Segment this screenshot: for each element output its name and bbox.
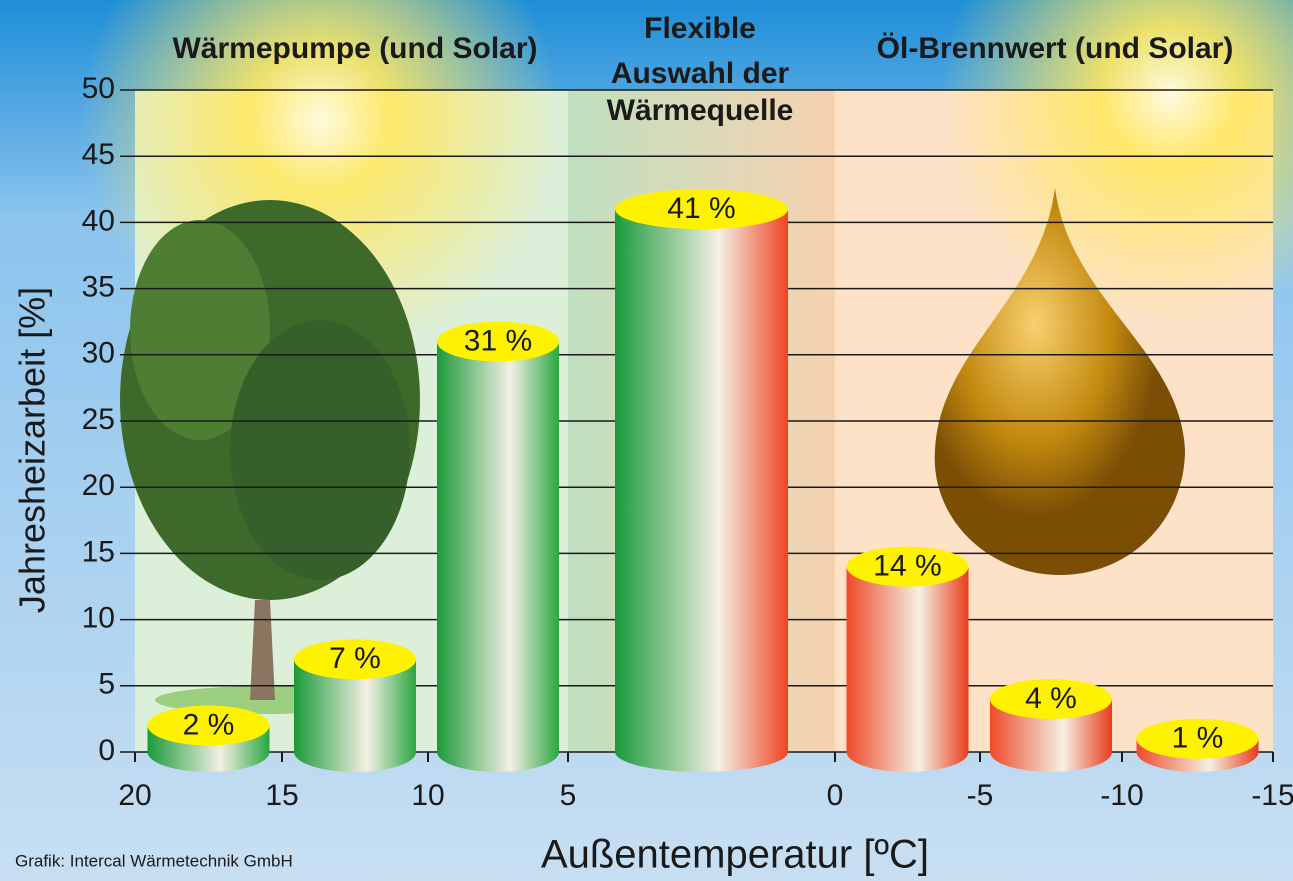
y-tick-label: 35 (82, 271, 115, 304)
bar (437, 342, 559, 752)
x-tick-label: 10 (411, 779, 444, 812)
bar (615, 209, 788, 752)
region-header: Öl-Brennwert (und Solar) (877, 32, 1234, 65)
bar-group: 31 % (437, 322, 559, 772)
value-label: 41 % (667, 192, 735, 225)
bar (847, 567, 969, 752)
x-axis-title: Außentemperatur [ºC] (541, 833, 929, 877)
x-tick-label: 20 (118, 779, 151, 812)
y-tick-label: 40 (82, 204, 115, 237)
x-tick-label: 0 (827, 779, 844, 812)
value-label: 31 % (464, 324, 532, 357)
value-label: 2 % (183, 708, 235, 741)
y-axis-title: Jahresheizarbeit [%] (12, 287, 53, 613)
value-label: 4 % (1025, 682, 1077, 715)
region-header: Auswahl der (611, 57, 790, 90)
bar-group: 41 % (615, 189, 788, 772)
y-tick-label: 20 (82, 469, 115, 502)
region-header: Wärmepumpe (und Solar) (172, 32, 537, 65)
y-tick-label: 45 (82, 138, 115, 171)
bar-group: 4 % (990, 679, 1112, 772)
x-tick-label: 5 (560, 779, 577, 812)
y-tick-label: 15 (82, 535, 115, 568)
page: 2 % 7 % 31 % 41 % 14 % 4 % 1 % Jahresheizarbei… (0, 0, 1293, 881)
bar-group: 1 % (1137, 719, 1259, 772)
x-tick-label: -15 (1251, 779, 1293, 812)
value-label: 7 % (329, 642, 381, 675)
y-tick-label: 5 (98, 668, 115, 701)
y-tick-label: 0 (98, 734, 115, 767)
x-tick-label: -5 (967, 779, 994, 812)
y-tick-label: 30 (82, 337, 115, 370)
value-label: 14 % (873, 550, 941, 583)
region-header: Wärmequelle (607, 94, 794, 127)
x-tick-label: -10 (1100, 779, 1143, 812)
y-tick-label: 25 (82, 403, 115, 436)
y-tick-label: 50 (82, 72, 115, 105)
chart: 2 % 7 % 31 % 41 % 14 % 4 % 1 % Jahresheizarbei… (0, 0, 1293, 881)
bar-group: 2 % (148, 706, 270, 772)
x-tick-label: 15 (265, 779, 298, 812)
source: Grafik: Intercal Wärmetechnik GmbH (15, 851, 293, 870)
region-header: Flexible (644, 12, 756, 45)
bar-group: 14 % (847, 547, 969, 772)
value-label: 1 % (1172, 722, 1224, 755)
y-tick-label: 10 (82, 602, 115, 635)
bar-group: 7 % (294, 639, 416, 772)
